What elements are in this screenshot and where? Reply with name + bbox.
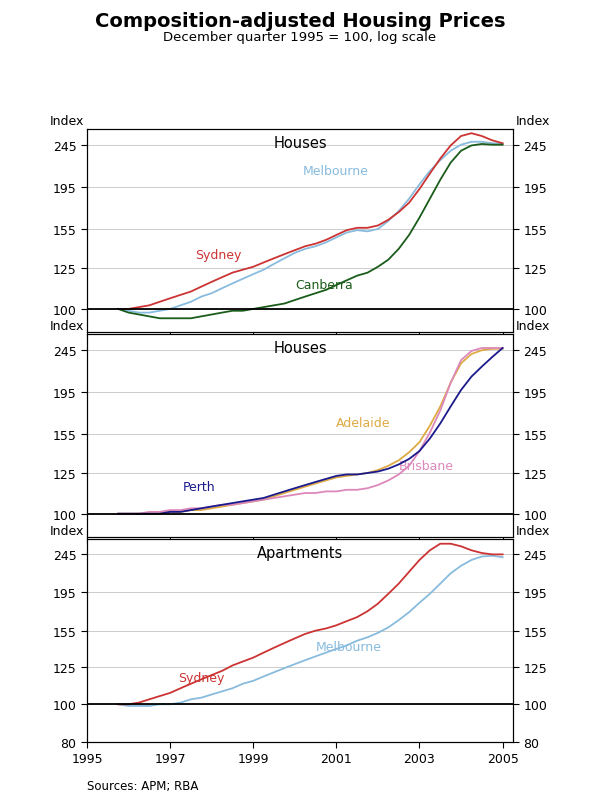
Text: Index: Index	[50, 525, 84, 537]
Text: Index: Index	[516, 525, 550, 537]
Text: Melbourne: Melbourne	[316, 640, 382, 654]
Text: Melbourne: Melbourne	[303, 164, 369, 177]
Text: Composition-adjusted Housing Prices: Composition-adjusted Housing Prices	[95, 12, 505, 31]
Text: Apartments: Apartments	[257, 545, 343, 560]
Text: Canberra: Canberra	[295, 279, 353, 292]
Text: Index: Index	[516, 115, 550, 128]
Text: December quarter 1995 = 100, log scale: December quarter 1995 = 100, log scale	[163, 30, 437, 43]
Text: Adelaide: Adelaide	[337, 416, 391, 429]
Text: Perth: Perth	[182, 480, 215, 493]
Text: Houses: Houses	[273, 136, 327, 151]
Text: Index: Index	[516, 320, 550, 333]
Text: Brisbane: Brisbane	[399, 459, 454, 472]
Text: Sydney: Sydney	[195, 249, 241, 262]
Text: Index: Index	[50, 115, 84, 128]
Text: Houses: Houses	[273, 341, 327, 355]
Text: Sources: APM; RBA: Sources: APM; RBA	[87, 780, 199, 792]
Text: Index: Index	[50, 320, 84, 333]
Text: Sydney: Sydney	[178, 671, 225, 684]
